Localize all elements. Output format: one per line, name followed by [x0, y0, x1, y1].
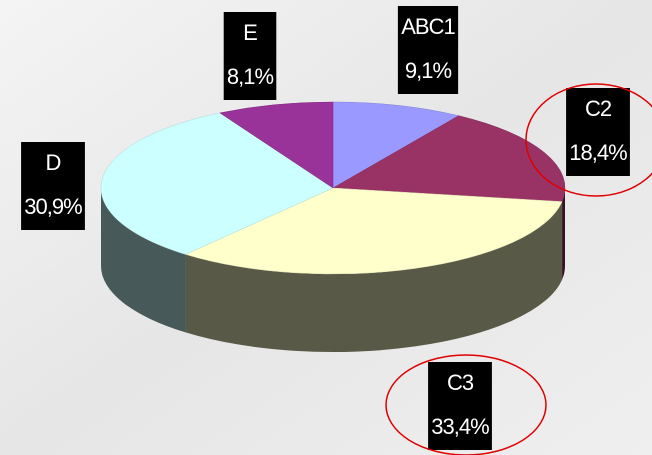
- pie-side: [562, 188, 565, 280]
- category-label: D: [46, 150, 61, 175]
- value-label: 33,4%: [431, 414, 489, 439]
- pie-slice: [219, 101, 334, 189]
- pie-slice: [184, 187, 563, 275]
- label-box: [21, 142, 85, 230]
- pie: [100, 101, 566, 352]
- label-box: [223, 12, 277, 100]
- category-label: ABC1: [401, 14, 455, 39]
- value-label: 18,4%: [569, 140, 627, 165]
- pie-side: [185, 201, 563, 352]
- label-box: [428, 362, 492, 450]
- labels: ABC1 9,1% C2 18,4% C3 33,4% D 30,9% E 8,1%: [21, 6, 630, 450]
- highlight-ellipse: [525, 83, 652, 197]
- pie-slice: [332, 101, 460, 189]
- label-box: [566, 88, 630, 176]
- category-label: C3: [447, 370, 474, 395]
- pie-slice: [100, 112, 334, 255]
- category-label: C2: [585, 96, 612, 121]
- label-box: [397, 6, 459, 94]
- value-label: 8,1%: [227, 64, 274, 89]
- value-label: 9,1%: [405, 58, 452, 83]
- value-label: 30,9%: [24, 194, 82, 219]
- highlight-ellipse: [385, 354, 547, 455]
- category-label: E: [243, 20, 257, 45]
